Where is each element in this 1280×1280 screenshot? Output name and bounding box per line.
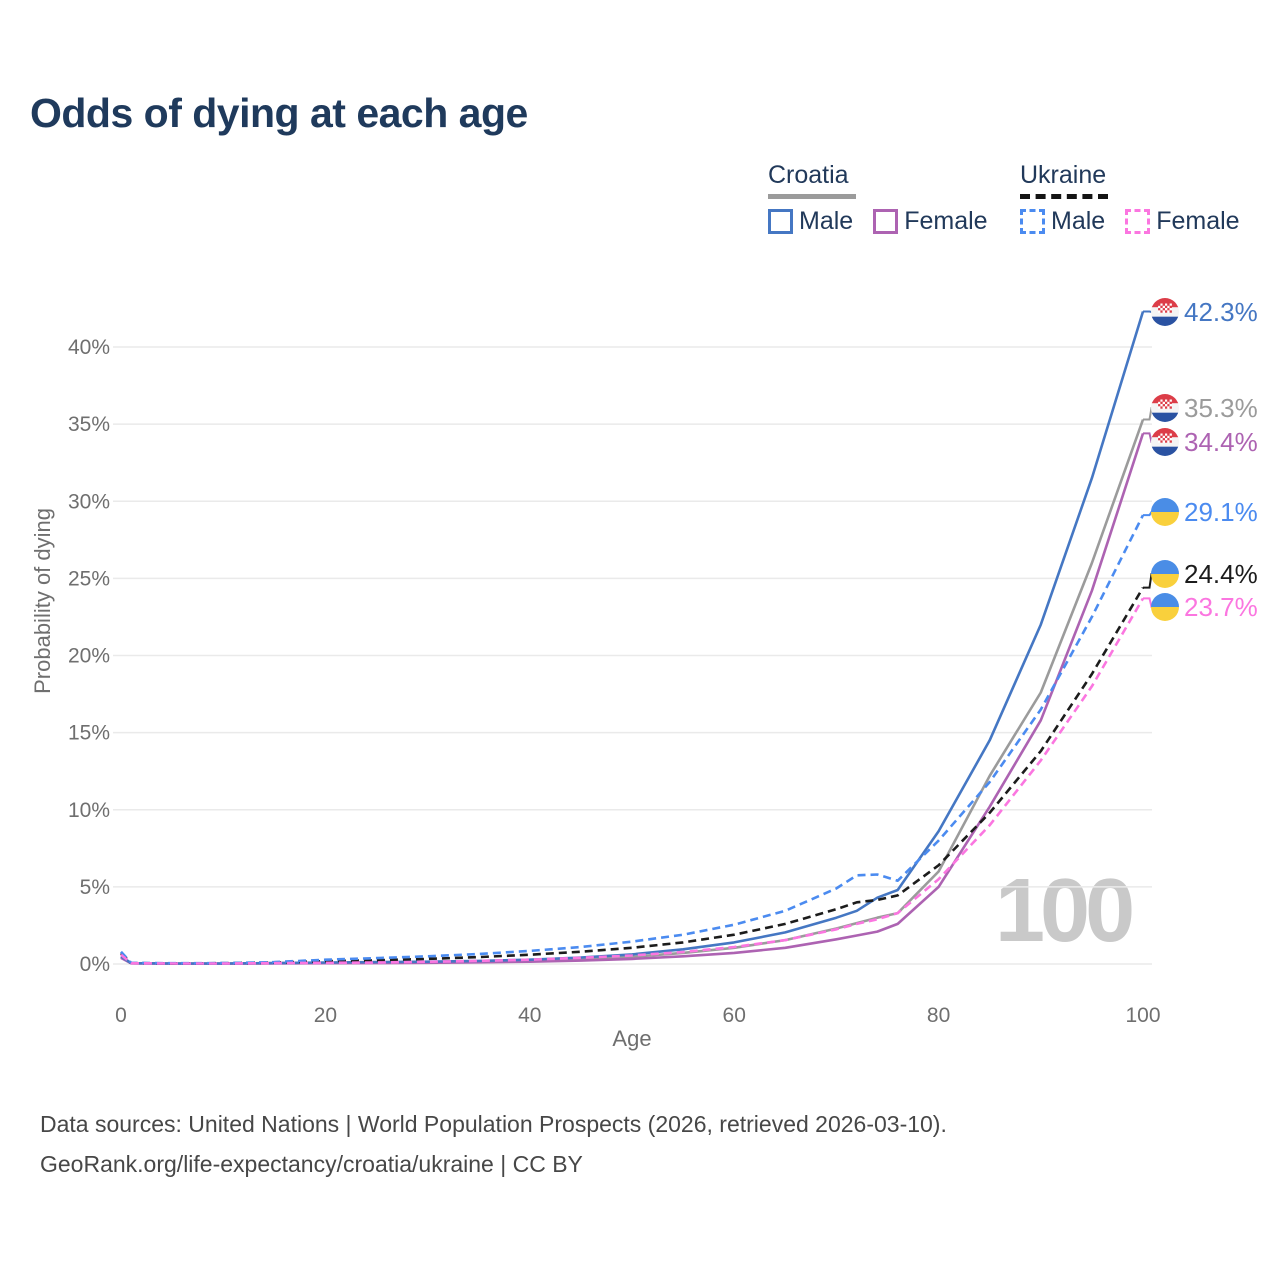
legend-item-label: Male — [799, 207, 854, 235]
legend-item-ukraine-male[interactable]: Male — [1020, 207, 1105, 236]
series-line-croatia-female[interactable] — [120, 432, 1145, 966]
end-label-croatia-female: 34.4% — [1184, 427, 1258, 457]
footer-line-1: Data sources: United Nations | World Pop… — [40, 1111, 947, 1137]
x-tick-label: 60 — [723, 1004, 746, 1027]
ukraine-female-swatch-icon — [1125, 209, 1151, 234]
series-line-croatia-male[interactable] — [120, 311, 1145, 965]
legend-croatia-header: Croatia — [768, 161, 849, 189]
y-tick-label: 10% — [68, 799, 110, 822]
legend-item-label: Male — [1051, 207, 1106, 235]
croatia-flag-icon — [1151, 298, 1179, 326]
croatia-flag-icon — [1151, 428, 1179, 456]
legend-item-croatia-female[interactable]: Female — [873, 207, 988, 236]
croatia-female-swatch-icon — [873, 209, 899, 234]
legend-ukraine-line-sample — [1020, 194, 1108, 199]
x-tick-label: 20 — [314, 1004, 337, 1027]
end-label-ukraine-male: 29.1% — [1184, 497, 1258, 527]
end-label-ukraine-both: 24.4% — [1184, 559, 1258, 589]
end-label-croatia-both: 35.3% — [1184, 393, 1258, 423]
croatia-male-swatch-icon — [768, 209, 793, 234]
legend-croatia-line-sample — [768, 194, 856, 199]
y-tick-label: 5% — [80, 876, 110, 899]
legend-item-label: Female — [1156, 207, 1240, 235]
y-tick-label: 25% — [68, 567, 110, 590]
x-axis-title: Age — [612, 1026, 652, 1051]
legend-group-croatia: Croatia Male Female — [768, 161, 988, 236]
x-tick-label: 80 — [927, 1004, 950, 1027]
y-tick-label: 15% — [68, 722, 110, 745]
end-label-croatia-male: 42.3% — [1184, 297, 1258, 327]
legend-item-ukraine-female[interactable]: Female — [1125, 207, 1240, 236]
ukraine-flag-icon — [1151, 593, 1179, 621]
end-label-ukraine-female: 23.7% — [1184, 592, 1258, 622]
legend-ukraine-header: Ukraine — [1020, 161, 1107, 189]
page-title: Odds of dying at each age — [30, 90, 528, 136]
hover-age-watermark: 100 — [995, 861, 1135, 961]
croatia-flag-icon — [1151, 394, 1179, 422]
line-chart: 0% 5% 10% 15% 20% 25% 30% 35% 40% 0 20 40 60 80 100 35.… — [68, 297, 1258, 1027]
y-tick-label: 30% — [68, 490, 110, 513]
y-tick-label: 40% — [68, 336, 110, 359]
footer-attribution: Data sources: United Nations | World Pop… — [40, 1104, 947, 1184]
legend-group-ukraine: Ukraine Male Female — [1020, 161, 1240, 236]
legend-item-croatia-male[interactable]: Male — [768, 207, 853, 236]
legend-item-label: Female — [904, 207, 988, 235]
y-tick-label: 0% — [80, 953, 110, 976]
x-tick-label: 0 — [115, 1004, 127, 1027]
ukraine-flag-icon — [1151, 560, 1179, 588]
ukraine-male-swatch-icon — [1020, 209, 1045, 234]
ukraine-flag-icon — [1151, 498, 1179, 526]
footer-line-2: GeoRank.org/life-expectancy/croatia/ukra… — [40, 1151, 583, 1177]
y-tick-label: 35% — [68, 413, 110, 436]
x-tick-label: 100 — [1125, 1004, 1160, 1027]
series-line-ukraine-female[interactable] — [120, 597, 1145, 965]
x-tick-label: 40 — [518, 1004, 541, 1027]
y-tick-label: 20% — [68, 645, 110, 668]
